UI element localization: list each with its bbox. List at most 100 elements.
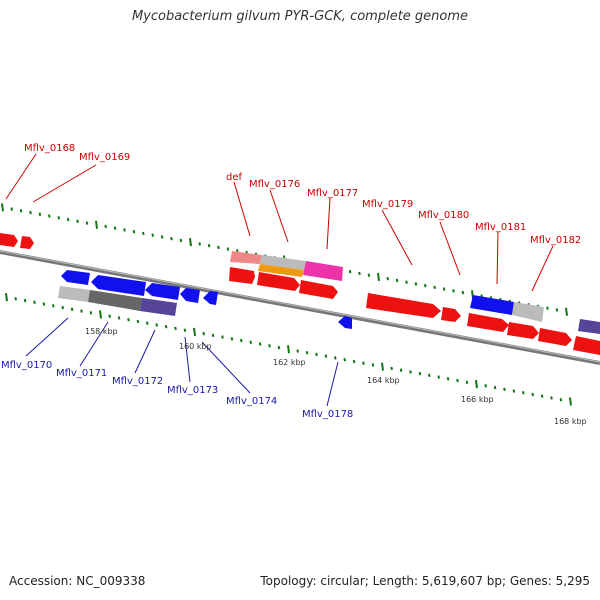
tick-mark <box>456 378 459 383</box>
tick-label: 166 kbp <box>461 395 494 404</box>
tick-mark <box>155 323 158 327</box>
tick-mark <box>433 285 436 290</box>
tick-mark <box>202 331 205 336</box>
gene-label-bottom[interactable]: Mflv_0174 <box>226 396 277 407</box>
tick-mark <box>132 230 136 234</box>
tick-mark <box>268 344 271 348</box>
tick-label: 162 kbp <box>273 358 306 367</box>
tick-mark <box>57 216 60 220</box>
gene-forward[interactable] <box>507 322 539 339</box>
tick-mark <box>493 385 497 390</box>
tick-mark <box>358 271 361 276</box>
tick-mark <box>226 247 230 251</box>
bottom-leader-lines <box>25 317 339 407</box>
tick-mark <box>95 220 98 229</box>
gene-reverse[interactable] <box>91 275 146 296</box>
gene-reverse[interactable] <box>61 270 90 285</box>
gene-label-top[interactable]: Mflv_0177 <box>307 188 358 199</box>
gene-forward[interactable] <box>573 336 600 355</box>
gene-feature[interactable] <box>230 251 262 264</box>
tick-mark <box>217 245 220 250</box>
gene-label-bottom[interactable]: Mflv_0170 <box>1 360 52 371</box>
tick-mark <box>89 311 93 315</box>
tick-mark <box>348 270 352 274</box>
gene-reverse[interactable] <box>338 316 352 329</box>
tick-mark <box>142 231 145 236</box>
gene-forward[interactable] <box>538 328 572 346</box>
tick-mark <box>104 224 107 229</box>
tick-mark <box>287 345 290 354</box>
gene-feature[interactable] <box>258 264 304 277</box>
gene-feature[interactable] <box>578 319 600 334</box>
gene-label-bottom[interactable]: Mflv_0173 <box>167 385 218 396</box>
tick-mark <box>371 363 375 367</box>
genome-backbone <box>0 250 600 365</box>
gene-reverse[interactable] <box>203 291 218 305</box>
gene-forward[interactable] <box>20 236 34 249</box>
tick-mark <box>85 221 89 225</box>
tick-mark <box>5 292 8 302</box>
genome-backbone-highlight <box>0 250 600 363</box>
tick-mark <box>48 214 51 218</box>
tick-mark <box>19 209 23 213</box>
gene-label-top[interactable]: Mflv_0168 <box>24 143 75 154</box>
gene-forward[interactable] <box>229 267 255 284</box>
gene-label-top[interactable]: def <box>226 172 243 183</box>
gene-feature[interactable] <box>58 286 90 302</box>
gene-forward[interactable] <box>299 280 338 299</box>
tick-mark <box>230 337 234 341</box>
tick-mark <box>193 327 196 337</box>
tick-mark <box>160 235 164 239</box>
tick-mark <box>99 310 102 319</box>
tick-mark <box>442 287 446 291</box>
tick-mark <box>315 352 318 357</box>
tick-mark <box>66 217 70 222</box>
tick-mark <box>414 282 418 286</box>
tick-mark <box>484 384 487 388</box>
gene-reverse[interactable] <box>180 288 200 303</box>
gene-label-top[interactable]: Mflv_0179 <box>362 199 413 210</box>
tick-mark <box>70 307 74 311</box>
map-title: Mycobacterium gilvum PYR-GCK, complete g… <box>131 9 469 24</box>
gene-reverse[interactable] <box>145 283 180 300</box>
tick-mark <box>386 276 389 281</box>
gene-feature[interactable] <box>303 261 343 281</box>
tick-mark <box>10 207 13 211</box>
tick-mark <box>221 335 224 339</box>
tick-mark <box>296 349 299 353</box>
gene-feature[interactable] <box>88 290 142 311</box>
gene-label-top[interactable]: Mflv_0176 <box>249 179 300 190</box>
tick-mark <box>38 212 42 217</box>
tick-mark <box>61 305 64 310</box>
gene-feature[interactable] <box>512 302 544 322</box>
tick-mark <box>198 242 201 246</box>
gene-label-top[interactable]: Mflv_0182 <box>530 235 581 246</box>
tick-mark <box>381 362 384 371</box>
gene-label-bottom[interactable]: Mflv_0171 <box>56 368 107 379</box>
tick-mark <box>108 314 111 318</box>
gene-forward[interactable] <box>0 233 18 247</box>
tick-mark <box>452 289 455 293</box>
gene-forward[interactable] <box>467 313 509 332</box>
tick-mark <box>377 272 380 282</box>
tick-mark <box>305 351 309 355</box>
tick-mark <box>249 340 252 345</box>
tick-mark <box>113 226 117 230</box>
gene-feature[interactable] <box>140 298 177 316</box>
gene-label-bottom[interactable]: Mflv_0172 <box>112 376 163 387</box>
top-leader-lines <box>5 153 554 292</box>
tick-mark <box>503 387 506 391</box>
gene-label-top[interactable]: Mflv_0181 <box>475 222 526 233</box>
gene-forward[interactable] <box>257 272 300 291</box>
gene-label-top[interactable]: Mflv_0169 <box>79 152 130 163</box>
gene-label-bottom[interactable]: Mflv_0178 <box>302 409 353 420</box>
tick-mark <box>211 333 215 338</box>
gene-label-top[interactable]: Mflv_0180 <box>418 210 469 221</box>
accession-text: Accession: NC_009338 <box>9 574 146 588</box>
gene-reverse[interactable] <box>470 295 514 315</box>
tick-label: 164 kbp <box>367 376 400 385</box>
gene-feature[interactable] <box>260 255 306 270</box>
gene-forward[interactable] <box>441 307 461 322</box>
tick-mark <box>343 358 346 362</box>
gene-forward[interactable] <box>366 293 441 318</box>
